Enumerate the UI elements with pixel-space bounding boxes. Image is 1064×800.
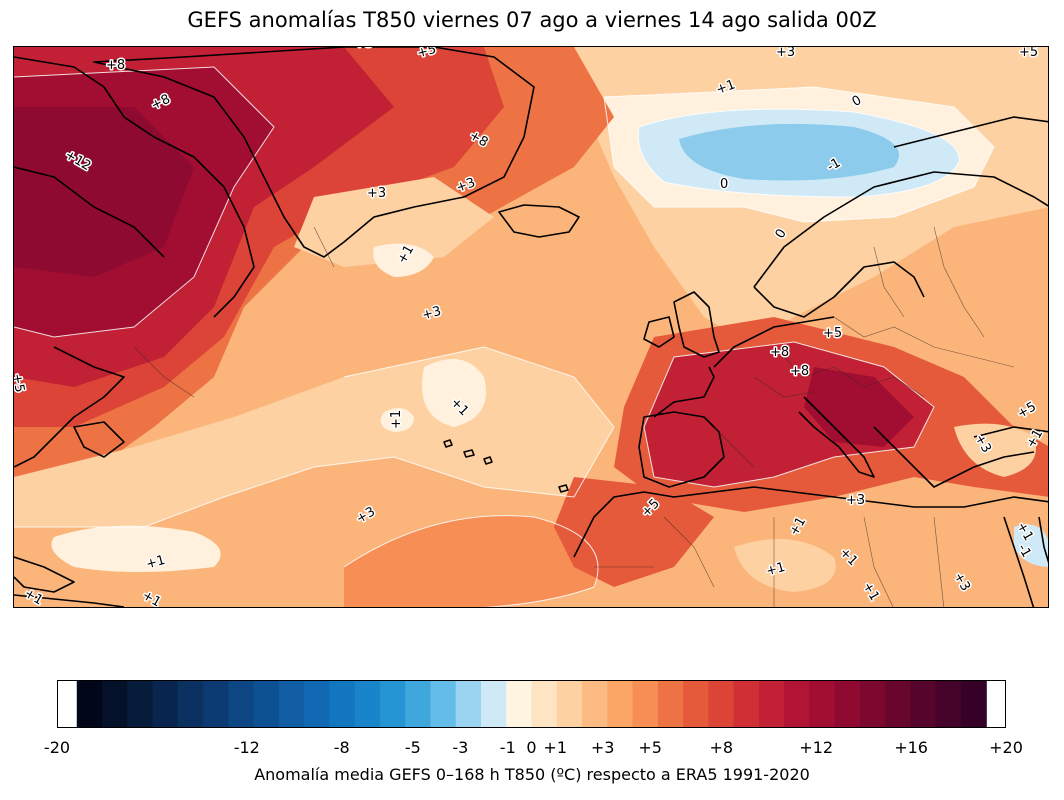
colorbar-cell <box>177 681 204 727</box>
contour-label: +8 <box>106 58 125 73</box>
colorbar-cell <box>582 681 608 727</box>
colorbar-cell <box>885 681 912 727</box>
contour-label: +3 <box>367 186 386 201</box>
colorbar-tick-label: +1 <box>543 738 568 757</box>
country-borders <box>133 226 1015 607</box>
colorbar-cell <box>455 681 482 727</box>
colorbar-cell <box>228 681 255 727</box>
colorbar-tick-label: -3 <box>452 738 469 757</box>
colorbar-cell <box>683 681 709 727</box>
contour-label: +3 <box>846 493 865 508</box>
colorbar-cell <box>758 681 785 727</box>
colorbar-tick-label: -8 <box>333 738 350 757</box>
colorbar-label: Anomalía media GEFS 0–168 h T850 (ºC) re… <box>254 765 810 784</box>
colorbar-tick-label: +20 <box>989 738 1023 757</box>
colorbar-tick-label: +5 <box>638 738 662 757</box>
colorbar-cell <box>506 681 533 727</box>
colorbar-cell <box>278 681 305 727</box>
colorbar-tick-label: +3 <box>590 738 615 757</box>
colorbar-cell <box>708 681 735 727</box>
colorbar-tick-label: 0 <box>526 738 537 757</box>
contour-label: +5 <box>14 372 27 393</box>
colorbar-ticks: -20 -12 -8 -5 -3 -1 0 +1 +3 +5 +8 +12 +16 +20 <box>0 738 1064 762</box>
contour-label: +1 <box>145 553 167 572</box>
colorbar-cell <box>253 681 280 727</box>
colorbar-tick-label: +8 <box>709 738 734 757</box>
colorbar-cell <box>556 681 583 727</box>
colorbar-cell <box>859 681 886 727</box>
colorbar-tick-label: +12 <box>799 738 834 757</box>
colorbar-cell <box>607 681 634 727</box>
colorbar-tick-label: +16 <box>894 738 928 757</box>
colorbar-cell <box>935 681 962 727</box>
colorbar-cell <box>657 681 684 727</box>
map-title: GEFS anomalías T850 viernes 07 ago a vie… <box>187 8 877 32</box>
colorbar-cell <box>329 681 356 727</box>
colorbar-cell <box>152 681 179 727</box>
colorbar-cell <box>127 681 154 727</box>
contour-label: +8 <box>790 364 809 379</box>
colorbar-cell <box>531 681 558 727</box>
colorbar-cell <box>910 681 937 727</box>
colorbar-cell <box>304 681 330 727</box>
colorbar-cell <box>784 681 810 727</box>
contour-label: 0 <box>720 177 728 192</box>
coastlines <box>14 47 1048 607</box>
colorbar-tick-label: -20 <box>43 738 71 757</box>
colorbar-cell <box>733 681 760 727</box>
colorbar-cell <box>379 681 406 727</box>
contour-label: +1 <box>765 560 787 579</box>
colorbar-tick-label: -12 <box>233 738 260 757</box>
contour-label: +1 <box>389 410 404 429</box>
colorbar-cell <box>834 681 861 727</box>
contour-label: +5 <box>823 326 842 341</box>
contour-label: +5 <box>1019 47 1038 60</box>
colorbar-cell <box>76 681 103 727</box>
colorbar-cell <box>430 681 457 727</box>
colorbar-cell <box>405 681 432 727</box>
colorbar-cell <box>480 681 507 727</box>
contour-label: +3 <box>776 47 795 60</box>
colorbar-cell <box>203 681 229 727</box>
map-canvas: +8 +8 +8 +12 +5 +3 +3 +3 +1 0 -1 0 0 +1 … <box>14 47 1048 607</box>
colorbar <box>57 680 1006 728</box>
contour-label: +3 <box>421 304 443 323</box>
colorbar-cell <box>632 681 659 727</box>
colorbar-tick-label: -1 <box>499 738 516 757</box>
anomaly-map: +8 +8 +8 +12 +5 +3 +3 +3 +1 0 -1 0 0 +1 … <box>13 46 1049 608</box>
contour-label: +3 <box>354 47 373 51</box>
colorbar-cells <box>76 681 987 727</box>
anomaly-fields <box>14 47 1048 607</box>
colorbar-tick-label: -5 <box>404 738 421 757</box>
contour-label: +8 <box>770 345 789 360</box>
colorbar-cell <box>960 681 987 727</box>
colorbar-cell <box>354 681 381 727</box>
colorbar-cell <box>102 681 128 727</box>
colorbar-cell <box>809 681 836 727</box>
